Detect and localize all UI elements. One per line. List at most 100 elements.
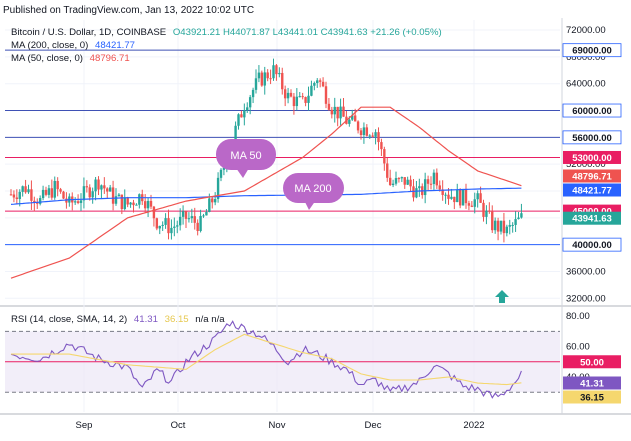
candle-body [100, 185, 103, 190]
candle-body [423, 179, 427, 196]
candle-body [143, 201, 147, 209]
candle-body [453, 196, 456, 203]
candle-body [473, 199, 476, 207]
candle-body [266, 72, 269, 79]
ma200-price-tag: 48421.77 [572, 186, 612, 197]
rsi-price-tag: 41.31 [580, 379, 604, 390]
ma50-line [10, 106, 522, 279]
candle-body [94, 179, 97, 192]
candle-body [41, 189, 45, 199]
ma50-legend-value: 48796.71 [90, 53, 130, 64]
candle-body [508, 225, 511, 227]
candle-body [447, 194, 450, 199]
candle-body [464, 189, 468, 204]
last-price-tag: 43941.63 [572, 214, 612, 225]
level-lines [5, 49, 560, 246]
candle-body [106, 188, 109, 192]
price-tick-label: 64000.00 [566, 79, 606, 90]
candle-body [260, 72, 264, 86]
candle-body [339, 106, 342, 119]
candle-body [342, 106, 345, 117]
candle-body [167, 218, 170, 234]
candle-body [301, 96, 304, 98]
time-tick-label: Oct [171, 420, 186, 431]
level-tag-bg [562, 43, 622, 58]
candle-body [403, 177, 406, 185]
price-tick-label: 36000.00 [566, 266, 606, 277]
rsi-mid-tag-bg [563, 355, 621, 369]
candle-body [76, 201, 80, 203]
candle-body [336, 106, 339, 119]
candle-body [47, 188, 51, 195]
candle-body [371, 135, 374, 137]
candle-body [164, 218, 167, 225]
ohlc-values: O43921.21 H44071.87 L43441.01 C43941.63 … [173, 27, 442, 38]
candle-body [73, 201, 77, 203]
price-tick-label: 32000.00 [566, 293, 606, 304]
candle-body [310, 85, 313, 96]
candle-body [170, 227, 173, 234]
candle-body [158, 225, 161, 229]
candle-body [123, 197, 126, 210]
candle-body [33, 200, 36, 203]
level-tag-bg [562, 103, 622, 118]
ma50-bubble-label: MA 50 [230, 150, 261, 162]
candle-body [12, 194, 16, 198]
rsi-tick-label: 80.00 [566, 311, 590, 322]
candle-body [511, 224, 514, 226]
candle-body [391, 183, 395, 185]
symbol-title: Bitcoin / U.S. Dollar, 1D, COINBASE O439… [11, 27, 442, 38]
candle-body [44, 189, 48, 195]
time-tick-label: Nov [269, 420, 286, 431]
level-tag: 56000.00 [572, 133, 612, 144]
level-tag: 69000.00 [572, 46, 612, 57]
moving-average-lines [10, 106, 522, 279]
candle-body [120, 194, 124, 210]
candle-body [368, 135, 371, 137]
candle-body [213, 199, 217, 203]
candle-body [132, 202, 135, 206]
candle-body [426, 179, 430, 184]
candle-body [456, 189, 459, 203]
ma50-legend: MA (50, close, 0) 48796.71 [11, 53, 130, 64]
rsi-price-tag-bg [563, 376, 621, 390]
candle-body [429, 183, 433, 185]
candle-body [520, 213, 523, 218]
candle-body [327, 103, 331, 110]
candle-body [36, 202, 39, 204]
candle-body [362, 127, 366, 136]
candle-body [181, 211, 185, 217]
candle-body [237, 114, 240, 126]
candle-body [394, 178, 398, 184]
candle-body [254, 78, 258, 90]
candle-body [176, 225, 179, 227]
candle-body [9, 194, 13, 196]
rsi-legend: RSI (14, close, SMA, 14, 2) 41.31 36.15 … [11, 314, 225, 325]
candle-body [205, 211, 208, 216]
ma200-line [10, 187, 522, 205]
candle-body [246, 107, 249, 111]
candle-body [79, 200, 83, 203]
candle-body [15, 197, 19, 200]
ma50-legend-label: MA (50, close, 0) [11, 53, 83, 64]
candles [9, 58, 523, 243]
candle-body [161, 224, 164, 226]
candle-body [126, 197, 129, 205]
candle-body [470, 205, 474, 207]
candle-body [438, 185, 441, 190]
candle-body [111, 187, 115, 204]
candle-body [243, 110, 246, 118]
candle-body [383, 149, 386, 164]
candle-body [202, 215, 205, 217]
candle-body [467, 203, 471, 206]
candle-body [91, 191, 94, 198]
candle-body [482, 202, 485, 217]
candle-body [380, 142, 383, 150]
candle-body [374, 132, 377, 137]
candle-body [278, 72, 281, 75]
candle-body [248, 97, 252, 108]
candle-body [62, 191, 65, 199]
candle-body [190, 216, 194, 219]
candle-body [193, 216, 196, 223]
candle-body [441, 189, 444, 195]
